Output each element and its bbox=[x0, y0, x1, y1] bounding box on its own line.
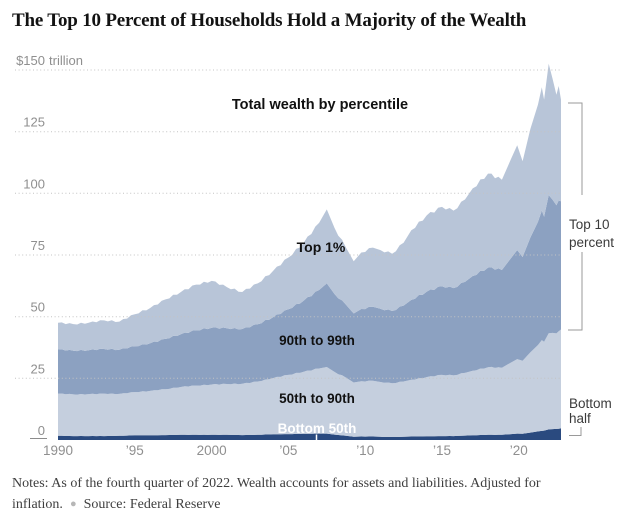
y-axis-label-25: 25 bbox=[31, 361, 45, 376]
annotation-90th-to-99th: 90th to 99th bbox=[279, 333, 355, 348]
annotation-bottom-50th: Bottom 50th bbox=[278, 421, 357, 436]
y-axis-label-100: 100 bbox=[23, 176, 45, 191]
x-axis-label-2020: ’20 bbox=[510, 443, 528, 458]
bottom-half-bracket bbox=[569, 427, 582, 436]
y-axis-label-125: 125 bbox=[23, 115, 45, 130]
area-band-top-1 bbox=[58, 63, 561, 352]
x-axis-label-1990: 1990 bbox=[43, 443, 73, 458]
chart-notes: Notes: As of the fourth quarter of 2022.… bbox=[12, 473, 612, 515]
annotation-total-wealth: Total wealth by percentile bbox=[232, 97, 408, 113]
x-axis-label-1995: ’95 bbox=[126, 443, 144, 458]
x-axis-label-2010: ’10 bbox=[356, 443, 374, 458]
source-text: Source: Federal Reserve bbox=[83, 497, 221, 512]
annotation-top-1-percent: Top 1% bbox=[297, 239, 346, 255]
bottom-half-label-line1: Bottom bbox=[569, 396, 612, 411]
y-axis-label-50: 50 bbox=[31, 300, 45, 315]
y-axis-label-0: 0 bbox=[38, 423, 45, 438]
area-band-bottom-50th bbox=[58, 428, 561, 440]
annotation-50th-to-90th: 50th to 90th bbox=[279, 391, 355, 406]
x-axis-label-2000: 2000 bbox=[197, 443, 227, 458]
notes-text: Notes: As of the fourth quarter of 2022.… bbox=[12, 476, 541, 512]
bottom-half-label-line2: half bbox=[569, 411, 591, 426]
chart-title: The Top 10 Percent of Households Hold a … bbox=[12, 10, 527, 31]
wealth-stacked-area-chart: 0 25 50 75 100 125 $150 trillion 1990 ’95 2000 ’05 ’… bbox=[15, 53, 614, 458]
top-10-percent-label-line2: percent bbox=[569, 235, 614, 250]
x-axis-label-2005: ’05 bbox=[279, 443, 297, 458]
y-axis-label-75: 75 bbox=[31, 238, 45, 253]
y-axis-unit-label: trillion bbox=[49, 53, 83, 68]
x-axis-label-2015: ’15 bbox=[433, 443, 451, 458]
top-10-percent-bracket bbox=[568, 102, 583, 331]
notes-separator-dot: ● bbox=[69, 498, 77, 510]
y-axis-label-150: $150 bbox=[16, 53, 45, 68]
area-band-90th-to-99th bbox=[58, 195, 561, 395]
top-10-percent-label-line1: Top 10 bbox=[569, 217, 610, 232]
area-band-50th-to-90th bbox=[58, 329, 561, 437]
